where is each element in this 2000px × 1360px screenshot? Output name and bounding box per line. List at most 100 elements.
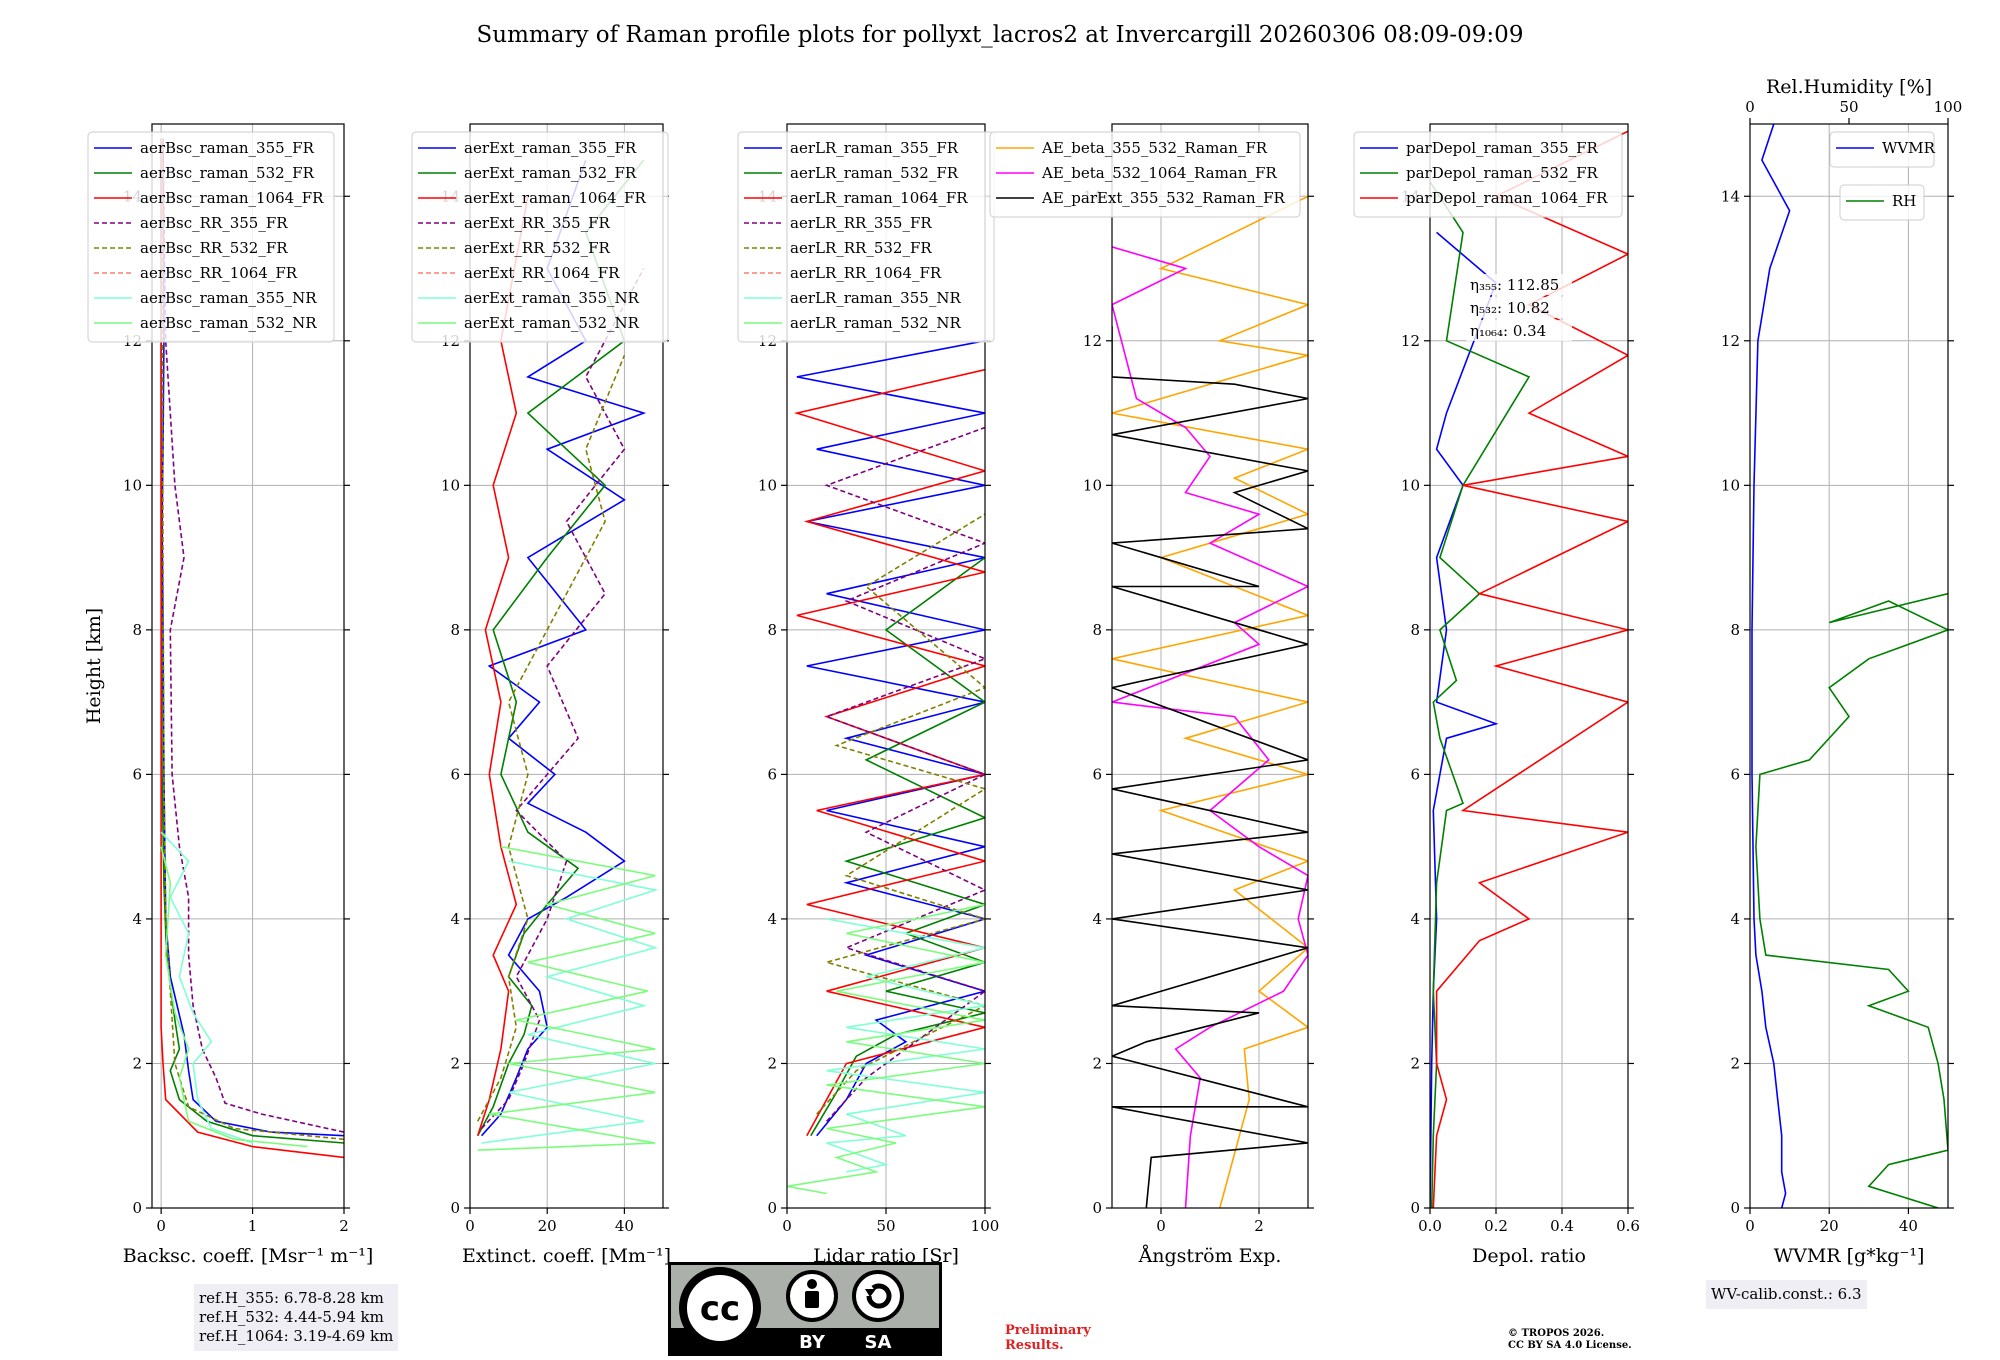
legend-label: aerExt_RR_1064_FR (464, 264, 620, 282)
series-line-aerExt_raman_1064_FR (476, 196, 529, 1136)
y-tick-label: 12 (1401, 332, 1420, 350)
top-x-tick-label: 0 (1745, 98, 1755, 116)
legend-label: parDepol_raman_1064_FR (1406, 189, 1608, 207)
x-tick-label: 0.6 (1616, 1217, 1640, 1235)
y-tick-label: 10 (1401, 476, 1420, 494)
x-axis-label: Backsc. coeff. [Msr⁻¹ m⁻¹] (123, 1245, 374, 1267)
cc-text: cc (700, 1289, 740, 1329)
legend-label: aerExt_raman_1064_FR (464, 189, 646, 207)
legend-label: RH (1892, 192, 1916, 210)
legend-label: aerBsc_raman_355_NR (140, 289, 317, 307)
ref-height-355: ref.H_355: 6.78-8.28 km (199, 1289, 384, 1307)
series-line-aerBsc_RR_532_FR (161, 138, 344, 1141)
legend: aerExt_raman_355_FR aerExt_raman_532_FRae… (411, 131, 669, 343)
y-tick-label: 0 (132, 1199, 142, 1217)
legend-frame (87, 131, 335, 343)
y-tick-label: 6 (1730, 765, 1740, 783)
x-tick-label: 0 (465, 1217, 475, 1235)
series-group (476, 159, 659, 1151)
eta-label: η₁₀₆₄: 0.34 (1470, 322, 1546, 340)
y-tick-label: 6 (132, 765, 142, 783)
y-tick-label: 14 (1721, 187, 1740, 205)
legend: aerLR_raman_355_FR aerLR_raman_532_FR aerL… (737, 131, 995, 343)
series-line-parDepol_raman_355_FR (1430, 231, 1499, 1208)
y-tick-label: 8 (1410, 621, 1420, 639)
legend-label: aerLR_RR_355_FR (790, 214, 932, 232)
y-tick-label: 2 (767, 1054, 777, 1072)
legend-rh: RH (1839, 184, 1925, 221)
series-group (1430, 130, 1628, 1208)
top-x-tick-label: 100 (1934, 98, 1963, 116)
series-line-aerLR_raman_1064_FR (793, 368, 985, 1137)
preliminary-line-2: Results. (1005, 1338, 1064, 1353)
x-tick-label: 50 (876, 1217, 895, 1235)
series-line-aerBsc_raman_1064_FR (160, 138, 344, 1159)
preliminary-results-note: Preliminary Results. (1005, 1323, 1091, 1353)
y-tick-label: 8 (767, 621, 777, 639)
legend: aerBsc_raman_355_FR aerBsc_raman_532_FRae… (87, 131, 335, 343)
series-line-aerExt_raman_532_NR (477, 845, 656, 1151)
y-tick-label: 4 (1410, 910, 1420, 928)
preliminary-line-1: Preliminary (1005, 1323, 1091, 1338)
legend-label: aerBsc_raman_532_NR (140, 314, 317, 332)
y-tick-label: 6 (450, 765, 460, 783)
x-tick-label: 1 (248, 1217, 258, 1235)
legend-label: WVMR (1882, 139, 1936, 157)
legend-label: aerLR_raman_355_NR (790, 289, 961, 307)
y-tick-label: 0 (1730, 1199, 1740, 1217)
plot-frame (1111, 123, 1309, 1209)
panel-ae: 0246810121402Ångström Exp.AE_beta_355_53… (989, 123, 1314, 1267)
series-group (1112, 195, 1308, 1208)
y-tick-label: 0 (450, 1199, 460, 1217)
top-x-axis-label: Rel.Humidity [%] (1766, 76, 1932, 98)
series-line-aerBsc_RR_355_FR (162, 138, 344, 1133)
y-tick-label: 8 (450, 621, 460, 639)
legend-label: aerExt_RR_355_FR (464, 214, 611, 232)
y-tick-label: 8 (1730, 621, 1740, 639)
y-tick-label: 10 (758, 476, 777, 494)
ref-height-1064: ref.H_1064: 3.19-4.69 km (199, 1327, 394, 1345)
panel-lr: 02468101214050100Lidar ratio [Sr]aerLR_r… (737, 123, 999, 1267)
x-tick-label: 0 (1156, 1217, 1166, 1235)
legend-label: aerLR_raman_532_NR (790, 314, 961, 332)
y-tick-label: 4 (1092, 910, 1102, 928)
y-tick-label: 0 (1410, 1199, 1420, 1217)
reference-height-box: ref.H_355: 6.78-8.28 km ref.H_532: 4.44-… (194, 1284, 399, 1351)
copyright-note: © TROPOS 2026. CC BY SA 4.0 License. (1508, 1328, 1632, 1352)
series-line-WVMR (1751, 124, 1791, 1208)
panel-wv: 0 2 4 6 8 10 12 14 0 20 40 WVMR [g*kg⁻¹] 0 50 100Rel.H… (1721, 76, 1962, 1267)
legend: AE_beta_355_532_Raman_FR AE_beta_532_1064… (989, 131, 1301, 218)
by-text: BY (799, 1332, 826, 1353)
plot-frame (469, 123, 664, 1209)
legend-label: parDepol_raman_532_FR (1406, 164, 1599, 182)
x-tick-label: 0.4 (1550, 1217, 1574, 1235)
x-axis-label: Depol. ratio (1472, 1245, 1586, 1267)
plot-frame (151, 123, 345, 1209)
top-x-tick-label: 50 (1839, 98, 1858, 116)
wv-calibration-box: WV-calib.const.: 6.3 (1706, 1280, 1867, 1309)
series-line-AE_beta_355_532_Raman_FR (1112, 195, 1308, 1208)
legend: parDepol_raman_355_FR parDepol_raman_532_… (1353, 131, 1623, 218)
x-tick-label: 0 (1745, 1217, 1755, 1235)
legend-label: parDepol_raman_355_FR (1406, 139, 1599, 157)
series-line-aerBsc_raman_355_NR (160, 831, 253, 1144)
x-tick-label: 0 (782, 1217, 792, 1235)
x-tick-label: 0.0 (1418, 1217, 1442, 1235)
legend-label: aerBsc_RR_355_FR (140, 214, 288, 232)
legend-label: aerExt_raman_532_FR (464, 164, 637, 182)
eta-label-bg (1466, 297, 1572, 318)
y-tick-label: 4 (767, 910, 777, 928)
legend-label: aerLR_RR_532_FR (790, 239, 932, 257)
legend-label: aerLR_raman_1064_FR (790, 189, 968, 207)
series-line-AE_parExt_355_532_Raman_FR (1112, 326, 1308, 1208)
legend-frame (1353, 131, 1623, 218)
series-line-aerExt_RR_532_FR (476, 354, 626, 1122)
y-tick-label: 0 (1092, 1199, 1102, 1217)
x-axis-label: Lidar ratio [Sr] (813, 1245, 959, 1267)
series-line-aerBsc_raman_532_NR (160, 846, 308, 1148)
y-tick-label: 8 (1092, 621, 1102, 639)
legend-frame (411, 131, 669, 343)
sa-text: SA (865, 1332, 892, 1353)
